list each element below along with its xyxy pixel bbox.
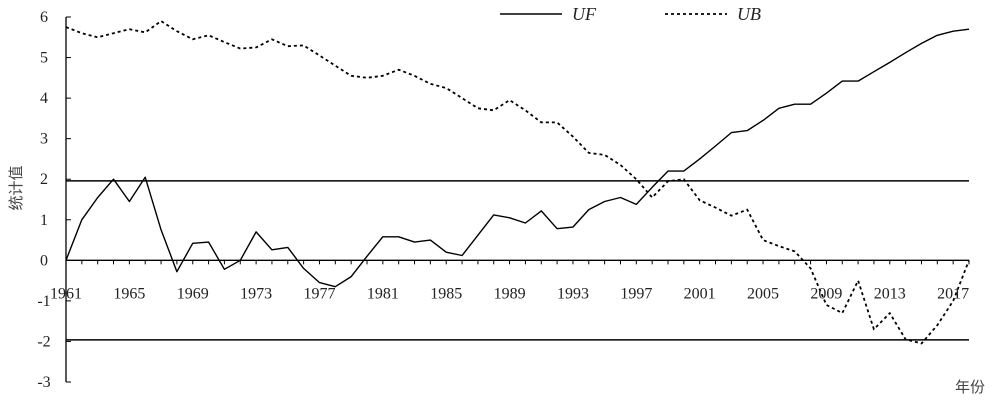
legend-label-uf: UF: [572, 4, 597, 24]
x-tick-label: 1973: [240, 285, 272, 302]
y-tick-label: -2: [37, 333, 50, 350]
y-tick-label: 6: [40, 9, 48, 26]
x-tick-label: 2009: [810, 285, 842, 302]
x-tick-label: 1977: [303, 285, 335, 302]
x-tick-label: 1989: [494, 285, 526, 302]
legend-label-ub: UB: [737, 4, 761, 24]
x-tick-label: 2005: [747, 285, 779, 302]
y-tick-label: -3: [37, 374, 50, 391]
x-tick-label: 1985: [430, 285, 462, 302]
y-tick-label: 0: [40, 252, 48, 269]
x-tick-label: 2017: [937, 285, 969, 302]
series-layer: [65, 20, 970, 345]
x-tick-label: 2001: [684, 285, 716, 302]
axes-layer: [65, 16, 970, 383]
y-tick-label: 5: [40, 50, 48, 67]
x-tick-label: 1961: [50, 285, 82, 302]
x-tick-label: 1993: [557, 285, 589, 302]
y-tick-label: 4: [40, 90, 48, 107]
legend: UF UB: [500, 4, 761, 24]
x-tick-label: 2013: [874, 285, 906, 302]
x-tick-label: 1981: [367, 285, 399, 302]
x-tick-label: 1969: [177, 285, 209, 302]
y-tick-label: 2: [40, 171, 48, 188]
series-line-uf: [65, 28, 970, 288]
x-axis-title: 年份: [955, 378, 985, 396]
y-tick-label: 3: [40, 131, 48, 148]
series-line-ub: [65, 20, 970, 345]
x-tick-label: 1997: [620, 285, 652, 302]
y-axis-title: 统计值: [7, 165, 25, 210]
y-tick-label: 1: [40, 212, 48, 229]
y-tick-label: -1: [37, 293, 50, 310]
labels-layer: -3 -2 -1 0 1 2 3 4 5 6 1961 1965 1969 1973 1977 1981 198…: [37, 9, 969, 391]
x-tick-label: 1965: [113, 285, 145, 302]
